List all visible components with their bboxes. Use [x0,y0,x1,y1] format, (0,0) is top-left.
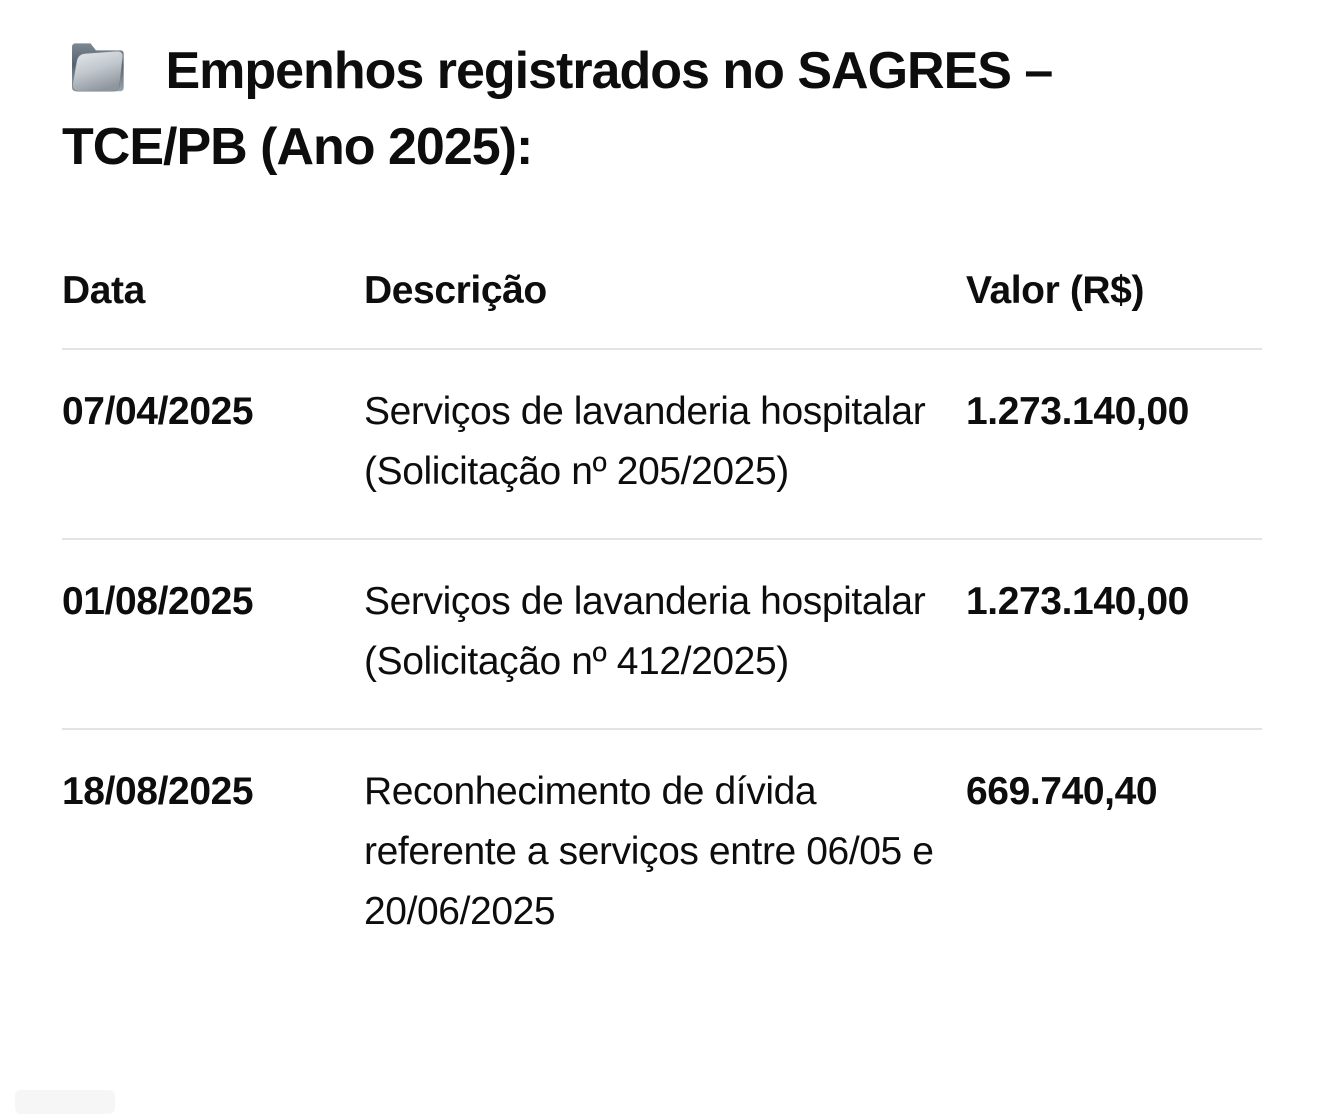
table-header-row: Data Descrição Valor (R$) [62,261,1262,350]
cell-data: 07/04/2025 [62,349,364,540]
cell-data: 01/08/2025 [62,539,364,730]
cell-valor: 1.273.140,00 [966,349,1262,540]
cell-valor: 1.273.140,00 [966,539,1262,730]
page-title-text: Empenhos registrados no SAGRES – TCE/PB … [62,42,1053,176]
table-row: 07/04/2025 Serviços de lavanderia hospit… [62,349,1262,540]
cell-descricao: Serviços de lavanderia hospitalar (Solic… [364,539,966,730]
page-title: Empenhos registrados no SAGRES – TCE/PB … [62,28,1212,185]
cell-descricao: Serviços de lavanderia hospitalar (Solic… [364,349,966,540]
column-header-data: Data [62,261,364,350]
empenhos-table: Data Descrição Valor (R$) 07/04/2025 Ser… [62,261,1262,978]
cell-descricao: Reconhecimento de dívida referente a ser… [364,770,934,933]
cell-data: 18/08/2025 [62,770,254,813]
table-row: 18/08/2025 Reconhecimento de dívida refe… [62,729,1262,978]
partial-cutoff-element [15,1090,115,1114]
column-header-descricao: Descrição [364,261,966,350]
column-header-valor: Valor (R$) [966,261,1262,350]
table-row: 01/08/2025 Serviços de lavanderia hospit… [62,539,1262,730]
open-file-folder-icon [62,28,136,102]
cell-valor: 669.740,40 [966,770,1158,813]
